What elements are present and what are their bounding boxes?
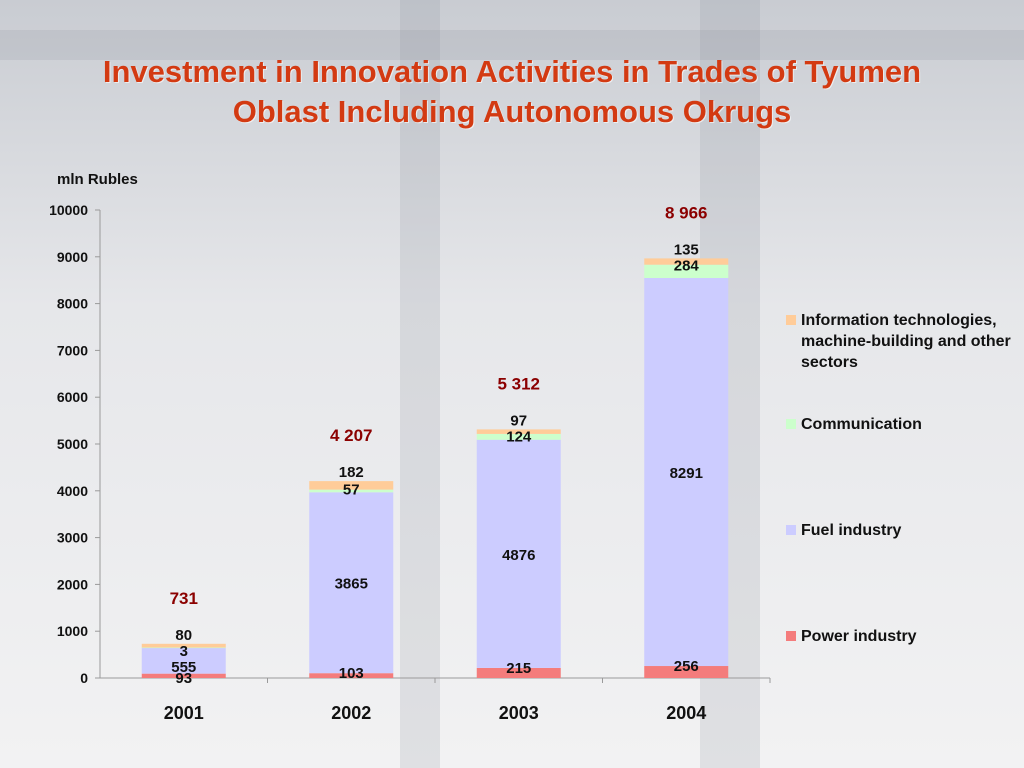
y-axis-label: mln Rubles (57, 171, 138, 188)
data-label: 3 (180, 643, 188, 660)
data-label: 135 (674, 241, 699, 258)
legend-swatch (786, 315, 796, 325)
x-tick-label: 2002 (331, 703, 371, 723)
data-label: 256 (674, 658, 699, 675)
y-tick-label: 5000 (57, 436, 88, 452)
total-label: 5 312 (497, 374, 540, 393)
data-label: 3865 (335, 576, 368, 593)
y-tick-label: 2000 (57, 576, 88, 592)
legend-swatch (786, 525, 796, 535)
data-label: 93 (175, 670, 192, 687)
total-label: 4 207 (330, 426, 373, 445)
y-tick-label: 10000 (49, 202, 88, 218)
bar-segment (309, 492, 394, 674)
data-label: 4876 (502, 547, 535, 564)
data-label: 80 (175, 627, 192, 644)
y-tick-label: 1000 (57, 623, 88, 639)
data-label: 284 (674, 257, 700, 274)
x-tick-label: 2001 (164, 703, 204, 723)
y-tick-label: 6000 (57, 389, 88, 405)
bar-segment (476, 429, 561, 434)
legend-swatch (786, 419, 796, 429)
bar-segment (309, 489, 394, 493)
chart-title-line-1: Investment in Innovation Activities in T… (102, 54, 922, 89)
data-label: 57 (343, 482, 360, 499)
background-shape (0, 30, 1024, 60)
legend-label: Power industry (801, 628, 917, 645)
bar-segment (309, 673, 394, 678)
bar-segment (644, 278, 729, 667)
y-tick-label: 8000 (57, 296, 88, 312)
chart-title-line-2: Oblast Including Autonomous Okrugs (232, 94, 792, 129)
chart-title: Investment in Innovation Activities in T… (0, 52, 1024, 132)
total-label: 8 966 (665, 203, 708, 222)
data-label: 124 (506, 428, 532, 445)
bar-segment (644, 666, 729, 678)
data-label: 97 (510, 412, 527, 429)
bar-segment (644, 258, 729, 265)
bar-segment (309, 481, 394, 490)
legend-label: Information technologies, machine-buildi… (801, 312, 1011, 371)
y-tick-label: 9000 (57, 249, 88, 265)
y-tick-label: 4000 (57, 483, 88, 499)
data-label: 215 (506, 660, 531, 677)
bar-segment (476, 433, 561, 440)
bar-segment (476, 667, 561, 678)
data-label: 555 (171, 659, 196, 676)
y-tick-label: 3000 (57, 530, 88, 546)
bar-segment (476, 439, 561, 668)
x-tick-label: 2003 (499, 703, 539, 723)
x-tick-label: 2004 (666, 703, 706, 723)
y-tick-label: 7000 (57, 342, 88, 358)
bar-segment (141, 647, 226, 649)
legend-label: Communication (801, 416, 922, 433)
bar-segment (644, 264, 729, 279)
total-label: 731 (170, 589, 198, 608)
y-tick-label: 0 (80, 670, 88, 686)
legend-swatch (786, 631, 796, 641)
bar-segment (141, 643, 226, 648)
bar-segment (141, 647, 226, 674)
data-label: 103 (339, 665, 364, 682)
data-label: 8291 (670, 465, 703, 482)
data-label: 182 (339, 464, 364, 481)
legend-label: Fuel industry (801, 522, 902, 539)
background-shape (400, 0, 440, 768)
bar-segment (141, 673, 226, 678)
